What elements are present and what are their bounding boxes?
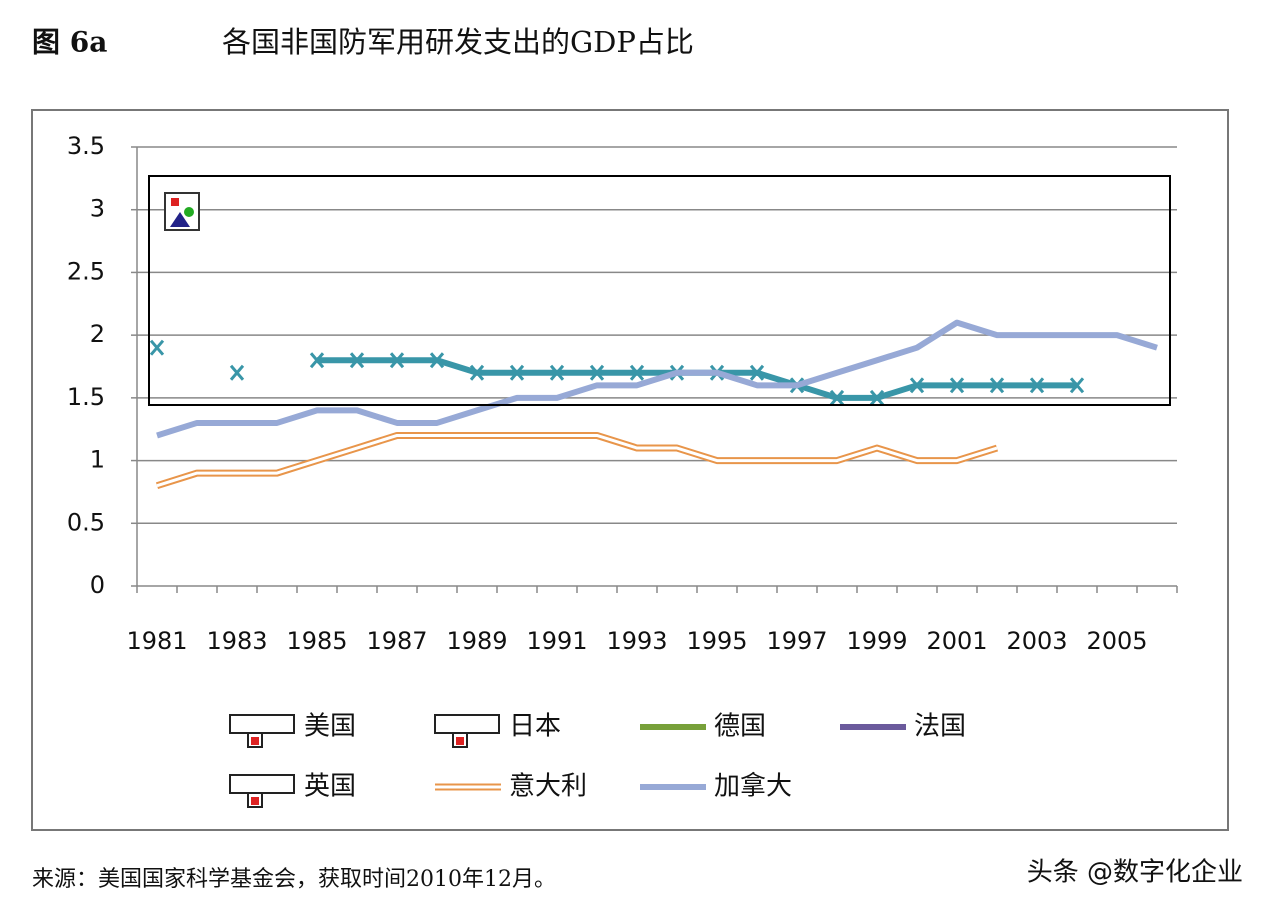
legend-label: 意大利: [509, 772, 587, 802]
x-tick-label: 1999: [846, 627, 907, 655]
x-tick-label: 1983: [206, 627, 267, 655]
legend-label: 法国: [914, 712, 966, 742]
point-marker: [629, 364, 645, 381]
point-marker: [309, 352, 325, 369]
point-marker: [749, 364, 765, 381]
y-tick-label: 0.5: [67, 508, 105, 536]
point-marker: [1029, 377, 1045, 394]
point-marker: [149, 339, 165, 356]
x-tick-label: 1987: [366, 627, 427, 655]
source-note: 来源：美国国家科学基金会，获取时间2010年12月。: [32, 867, 556, 892]
y-tick-label: 1: [90, 446, 105, 474]
chart-frame: [31, 109, 1229, 831]
point-marker: [229, 364, 245, 381]
x-tick-label: 2003: [1006, 627, 1067, 655]
y-tick-label: 3.5: [67, 132, 105, 160]
figure-label: 图 6a: [32, 26, 107, 59]
point-marker: [869, 389, 885, 406]
point-marker: [909, 377, 925, 394]
y-tick-label: 3: [90, 195, 105, 223]
series-line-inner: [156, 433, 998, 488]
point-marker: [949, 377, 965, 394]
legend-broken-icon: [434, 714, 500, 734]
x-tick-label: 1991: [526, 627, 587, 655]
point-marker: [549, 364, 565, 381]
plot-area: 0 0.5 1 1.5 2 2.5 3 3.5 1981 1983 1985 1987 1989 1991…: [67, 132, 1178, 655]
x-tick-label: 2001: [926, 627, 987, 655]
point-marker: [1069, 377, 1085, 394]
point-marker: [989, 377, 1005, 394]
series-line: [156, 319, 1158, 439]
x-tick-label: 1989: [446, 627, 507, 655]
y-tick-label: 2: [90, 320, 105, 348]
y-tick-label: 2.5: [67, 257, 105, 285]
watermark: 头条 @数字化企业: [1027, 858, 1243, 888]
point-marker: [469, 364, 485, 381]
legend-label: 日本: [509, 712, 561, 742]
x-tick-label: 1981: [126, 627, 187, 655]
legend-broken-icon: [251, 797, 259, 805]
x-tick-label: 1985: [286, 627, 347, 655]
chart-title: 各国非国防军用研发支出的GDP占比: [222, 25, 694, 59]
y-tick-label: 1.5: [67, 383, 105, 411]
x-tick-label: 1993: [606, 627, 667, 655]
point-marker: [429, 352, 445, 369]
broken-icon: [164, 192, 200, 231]
x-tick-label: 1995: [686, 627, 747, 655]
y-tick-label: 0: [90, 571, 105, 599]
x-tick-label: 1997: [766, 627, 827, 655]
point-marker: [349, 352, 365, 369]
legend-label: 英国: [304, 772, 356, 802]
x-tick-label: 2005: [1086, 627, 1147, 655]
point-marker: [389, 352, 405, 369]
legend-broken-icon: [456, 737, 464, 745]
legend-broken-icon: [229, 714, 295, 734]
overlay-box: [148, 175, 1171, 406]
point-marker: [829, 389, 845, 406]
legend-broken-icon: [229, 774, 295, 794]
legend-label: 加拿大: [714, 772, 792, 802]
legend-label: 德国: [714, 712, 766, 742]
point-marker: [509, 364, 525, 381]
legend-broken-icon: [251, 737, 259, 745]
legend-label: 美国: [304, 712, 356, 742]
point-marker: [589, 364, 605, 381]
